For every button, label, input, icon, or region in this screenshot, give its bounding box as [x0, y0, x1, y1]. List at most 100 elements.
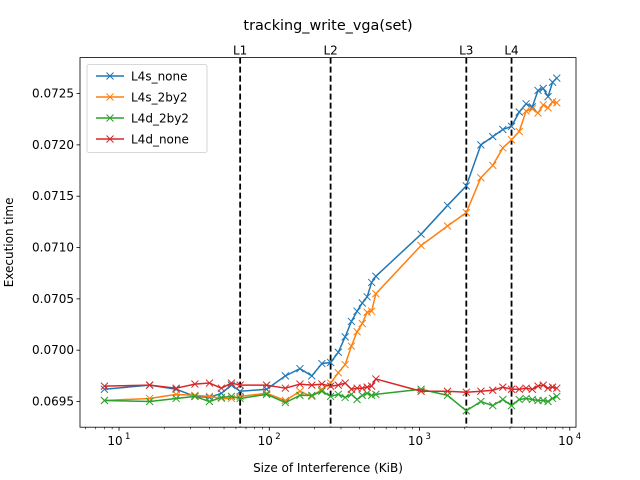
data-point	[462, 182, 471, 190]
data-point	[539, 100, 548, 109]
data-point	[100, 385, 109, 394]
data-point	[100, 396, 109, 405]
y-axis-label: Execution time	[2, 197, 16, 287]
data-point	[205, 379, 214, 387]
legend-label: L4d_2by2	[131, 112, 189, 126]
data-point	[548, 394, 557, 403]
data-point	[353, 307, 361, 316]
data-point	[281, 398, 290, 407]
data-point	[488, 386, 497, 395]
data-point	[477, 387, 485, 396]
data-point	[341, 360, 350, 369]
data-point	[281, 396, 290, 405]
y-tick-label: 0.0700	[32, 343, 74, 357]
data-point	[358, 391, 367, 400]
data-point	[347, 342, 356, 350]
data-point	[227, 392, 236, 401]
series-L4d_2by2	[100, 385, 561, 415]
x-tick-label: 10	[258, 434, 273, 448]
legend-box	[86, 64, 208, 153]
data-point	[544, 104, 552, 112]
data-point	[318, 380, 326, 388]
data-point	[498, 383, 507, 392]
data-point	[363, 292, 371, 301]
series-L4s_none	[100, 74, 561, 402]
y-tick-label: 0.0720	[32, 138, 74, 152]
vline-label-l4: L4	[504, 44, 518, 58]
data-point	[522, 394, 530, 403]
data-point	[358, 319, 367, 328]
data-point	[217, 394, 226, 403]
legend-marker	[106, 135, 114, 143]
data-point	[498, 395, 507, 404]
data-point	[488, 132, 497, 141]
data-point	[318, 359, 326, 368]
data-point	[172, 394, 180, 403]
x-tick-exponent: 2	[275, 432, 280, 442]
data-point	[443, 201, 452, 210]
data-point	[552, 392, 561, 401]
legend-marker	[106, 114, 114, 122]
data-point	[347, 317, 356, 326]
data-point	[498, 144, 507, 152]
x-tick-exponent: 1	[125, 432, 130, 442]
series-L4d_none	[100, 375, 561, 397]
data-point	[334, 368, 343, 377]
data-point	[507, 122, 516, 131]
data-point	[417, 387, 425, 396]
data-point	[334, 348, 343, 357]
y-tick-label: 0.0695	[32, 395, 74, 409]
data-point	[367, 382, 376, 390]
data-point	[522, 384, 530, 393]
data-point	[227, 381, 236, 389]
data-point	[296, 364, 304, 373]
data-point	[205, 397, 214, 406]
data-point	[100, 382, 109, 390]
x-axis: 10 1 10 2 10 3 10 4	[85, 427, 581, 448]
x-tick-label: 10	[107, 434, 122, 448]
data-point	[296, 391, 304, 400]
data-point	[528, 105, 537, 113]
data-point	[371, 272, 380, 281]
data-point	[544, 384, 552, 393]
legend-item-L4s_2by2: L4s_2by2	[96, 91, 188, 105]
data-point	[281, 384, 290, 393]
data-point	[363, 383, 371, 392]
data-point	[371, 390, 380, 399]
data-point	[462, 388, 471, 397]
data-point	[462, 406, 471, 415]
chart-title: tracking_write_vga(set)	[243, 18, 412, 34]
data-point	[507, 135, 516, 144]
data-point	[367, 278, 376, 287]
data-point	[552, 384, 561, 393]
data-point	[367, 307, 376, 316]
legend-label: L4d_none	[131, 133, 189, 147]
x-tick-exponent: 4	[576, 432, 581, 442]
data-point	[334, 381, 343, 389]
data-point	[307, 381, 316, 389]
data-point	[236, 394, 244, 403]
data-point	[522, 99, 530, 108]
cache-level-lines: L1 L2 L3 L4	[233, 44, 519, 428]
data-point	[217, 393, 226, 402]
data-point	[534, 109, 542, 117]
data-point	[522, 107, 530, 115]
legend-item-L4d_none: L4d_none	[96, 133, 189, 147]
x-tick-label: 10	[408, 434, 423, 448]
data-point	[515, 395, 524, 404]
data-point	[326, 358, 335, 367]
data-point	[515, 108, 524, 116]
plot-area-frame	[79, 57, 577, 428]
data-point	[539, 396, 548, 405]
legend-label: L4s_2by2	[131, 91, 188, 105]
data-point	[462, 208, 471, 217]
data-point	[477, 397, 485, 406]
data-point	[191, 380, 199, 388]
data-point	[236, 381, 244, 389]
data-point	[363, 308, 371, 317]
vline-label-l3: L3	[459, 44, 473, 58]
y-tick-label: 0.0710	[32, 241, 74, 255]
data-point	[371, 375, 380, 383]
data-point	[358, 384, 367, 393]
